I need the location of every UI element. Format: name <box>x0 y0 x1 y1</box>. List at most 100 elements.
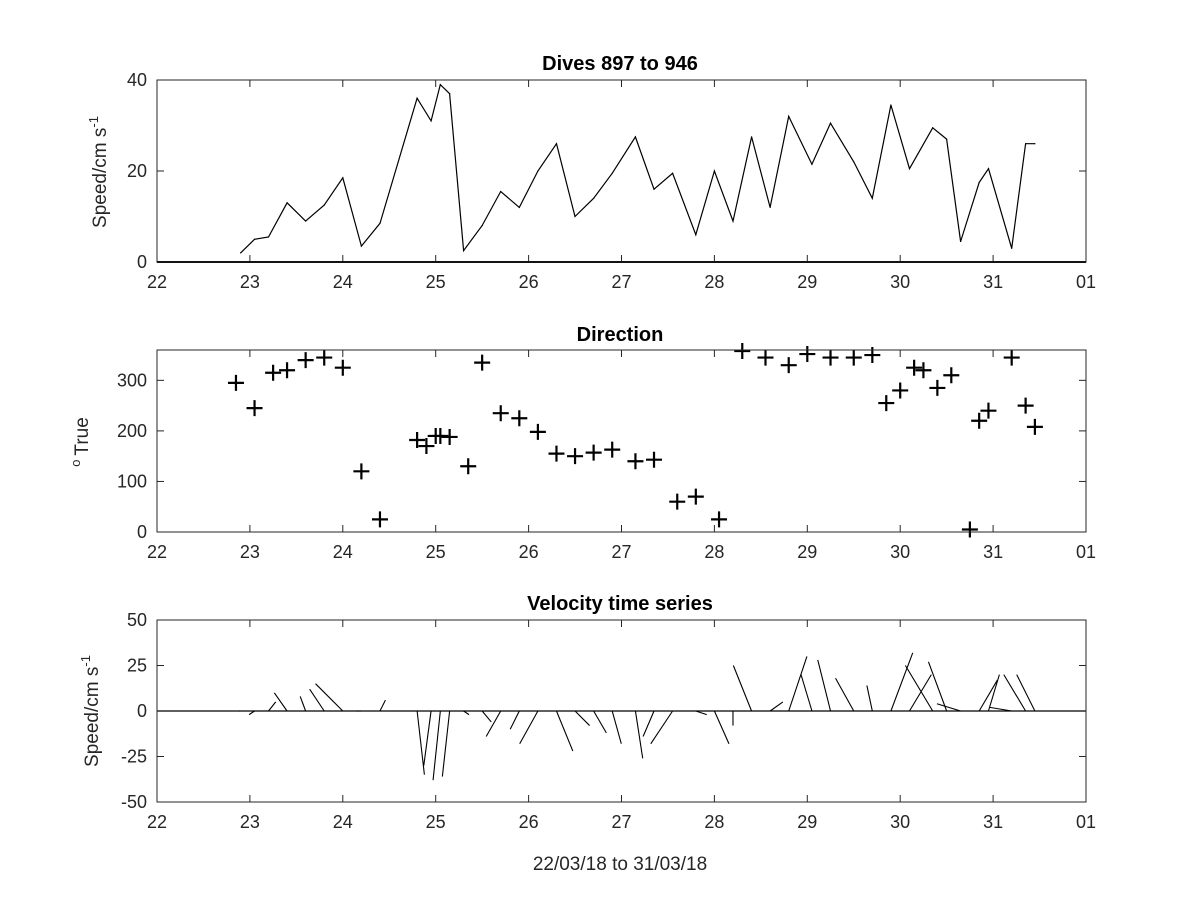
speed-point <box>713 170 716 172</box>
speed-point <box>853 161 855 163</box>
velocity-stick <box>423 710 432 766</box>
speed-point <box>769 206 771 208</box>
velocity-stick <box>732 665 753 712</box>
velocity-stick <box>268 701 277 712</box>
velocity-x-tick-label: 24 <box>333 812 353 832</box>
direction-point <box>780 357 797 374</box>
velocity-stick <box>989 706 1012 712</box>
velocity-stick <box>463 710 470 716</box>
speed-point <box>1034 143 1036 145</box>
speed-y-tick-label: 0 <box>137 252 147 272</box>
direction-point <box>799 346 816 363</box>
direction-x-tick-label: 26 <box>519 542 539 562</box>
speed-point <box>978 181 980 183</box>
direction-point <box>246 400 263 417</box>
velocity-stick <box>978 679 998 712</box>
velocity-stick <box>713 710 730 744</box>
speed-point <box>788 115 790 117</box>
velocity-stick <box>309 688 325 712</box>
velocity-stick <box>416 710 425 775</box>
velocity-stick <box>299 696 307 712</box>
speed-panel: Dives 897 to 946 Speed/cm s-1 22 23 24 25 26… <box>86 53 1096 292</box>
velocity-x-tick-label: 26 <box>519 812 539 832</box>
direction-point <box>971 412 988 429</box>
velocity-x-tick-label: 30 <box>890 812 910 832</box>
direction-plot-frame <box>156 349 1087 533</box>
direction-point <box>929 379 946 396</box>
speed-x-tick-label: 23 <box>240 272 260 292</box>
direction-point <box>878 395 895 412</box>
speed-point <box>671 172 674 174</box>
speed-point <box>323 204 325 206</box>
speed-plot-frame <box>156 79 1087 263</box>
velocity-stick <box>800 674 813 712</box>
speed-point <box>593 197 595 199</box>
velocity-stick <box>890 652 914 712</box>
speed-point <box>240 252 242 254</box>
velocity-stick <box>866 685 873 712</box>
velocity-stick <box>379 699 386 712</box>
direction-point <box>757 349 774 366</box>
speed-point <box>946 138 948 140</box>
velocity-stick <box>611 710 622 744</box>
velocity-y-axis-label: Speed/cm s-1 <box>78 655 103 767</box>
speed-point <box>500 190 502 193</box>
speed-point <box>574 215 576 218</box>
velocity-stick <box>909 674 932 712</box>
direction-point <box>279 362 296 379</box>
speed-point <box>1011 247 1013 249</box>
velocity-y-tick-label: 50 <box>127 610 147 630</box>
direction-point <box>980 402 997 419</box>
velocity-stick <box>987 674 1000 712</box>
velocity-stick <box>642 710 655 737</box>
direction-point <box>409 431 426 448</box>
velocity-stick <box>1003 674 1027 712</box>
velocity-chart-title: Velocity time series <box>527 593 713 615</box>
speed-y-axis-label: Speed/cm s-1 <box>86 116 111 228</box>
velocity-stick <box>273 692 288 712</box>
speed-point <box>555 143 558 145</box>
speed-point <box>829 122 832 124</box>
velocity-y-tick-label: 25 <box>127 656 147 676</box>
direction-point <box>460 458 477 475</box>
direction-point <box>474 354 491 371</box>
velocity-stick <box>769 701 784 712</box>
direction-point <box>567 448 584 465</box>
direction-x-tick-label: 22 <box>147 542 167 562</box>
velocity-x-tick-label: 27 <box>611 812 631 832</box>
speed-point <box>518 206 520 208</box>
velocity-y-tick-label: 0 <box>137 701 147 721</box>
speed-point <box>439 83 441 86</box>
velocity-x-tick-label: 25 <box>426 812 446 832</box>
direction-point <box>627 453 644 470</box>
direction-point <box>943 367 960 384</box>
speed-x-tick-label: 24 <box>333 272 353 292</box>
speed-x-tick-label: 30 <box>890 272 910 292</box>
direction-x-tick-label: 25 <box>426 542 446 562</box>
speed-point <box>379 222 381 224</box>
direction-panel: Direction oTrue 22 23 24 25 26 27 28 29 30 31 01 0 1… <box>68 324 1096 562</box>
direction-x-tick-label: 01 <box>1076 542 1096 562</box>
velocity-stick <box>936 703 961 712</box>
speed-point <box>932 127 934 129</box>
velocity-stick <box>555 710 574 752</box>
speed-point <box>987 168 990 170</box>
direction-chart-title: Direction <box>577 324 664 346</box>
velocity-y-tick-label: -25 <box>121 747 147 767</box>
speed-point <box>462 250 465 252</box>
direction-x-tick-label: 27 <box>611 542 631 562</box>
direction-point <box>316 349 333 366</box>
direction-x-tick-label: 30 <box>890 542 910 562</box>
speed-x-tick-label: 22 <box>147 272 167 292</box>
direction-point <box>529 423 546 440</box>
direction-point <box>734 343 751 360</box>
velocity-stick <box>509 710 520 730</box>
direction-x-tick-label: 31 <box>983 542 1003 562</box>
velocity-stick <box>441 710 451 777</box>
velocity-stick <box>927 661 948 712</box>
speed-x-tick-label: 01 <box>1076 272 1096 292</box>
velocity-stick <box>593 710 607 734</box>
speed-y-tick-label: 40 <box>127 70 147 90</box>
speed-point <box>360 245 362 247</box>
